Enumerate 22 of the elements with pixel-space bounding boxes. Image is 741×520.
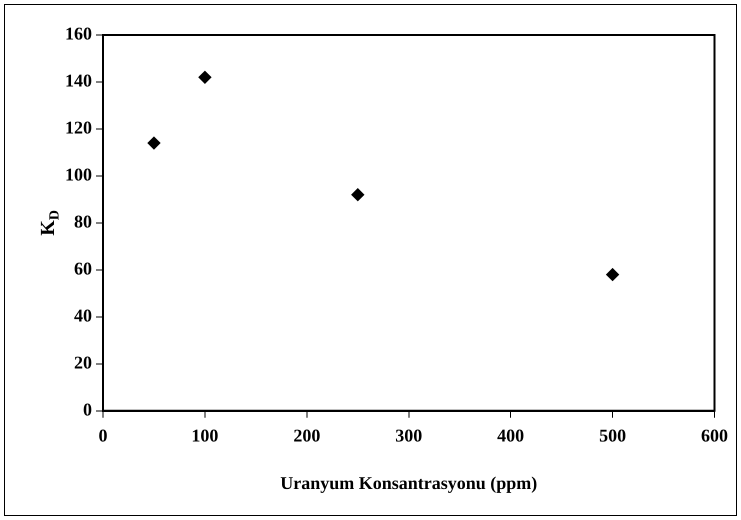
x-tick-label: 200	[293, 425, 320, 446]
y-tick-label: 0	[83, 399, 92, 420]
y-axis-title: KD	[37, 210, 63, 236]
x-tick-label: 400	[497, 425, 524, 446]
point	[606, 268, 620, 282]
x-tick-label: 600	[701, 425, 728, 446]
y-tick-label: 40	[74, 306, 92, 326]
x-tick-label: 0	[98, 425, 108, 446]
y-tick-label: 160	[65, 24, 92, 44]
y-tick-label: 120	[65, 118, 92, 138]
y-tick-label: 100	[65, 164, 92, 185]
x-tick-label: 500	[599, 425, 626, 446]
x-tick-label: 300	[395, 425, 422, 446]
point	[198, 70, 212, 84]
y-tick-label: 60	[74, 258, 92, 279]
x-axis-title: Uranyum Konsantrasyonu (ppm)	[280, 472, 538, 493]
y-tick-label: 140	[65, 70, 92, 91]
point	[147, 136, 160, 150]
y-tick-label: 20	[74, 352, 92, 372]
point	[351, 188, 364, 202]
y-tick-label: 80	[74, 212, 92, 232]
x-tick-label: 100	[191, 425, 218, 446]
